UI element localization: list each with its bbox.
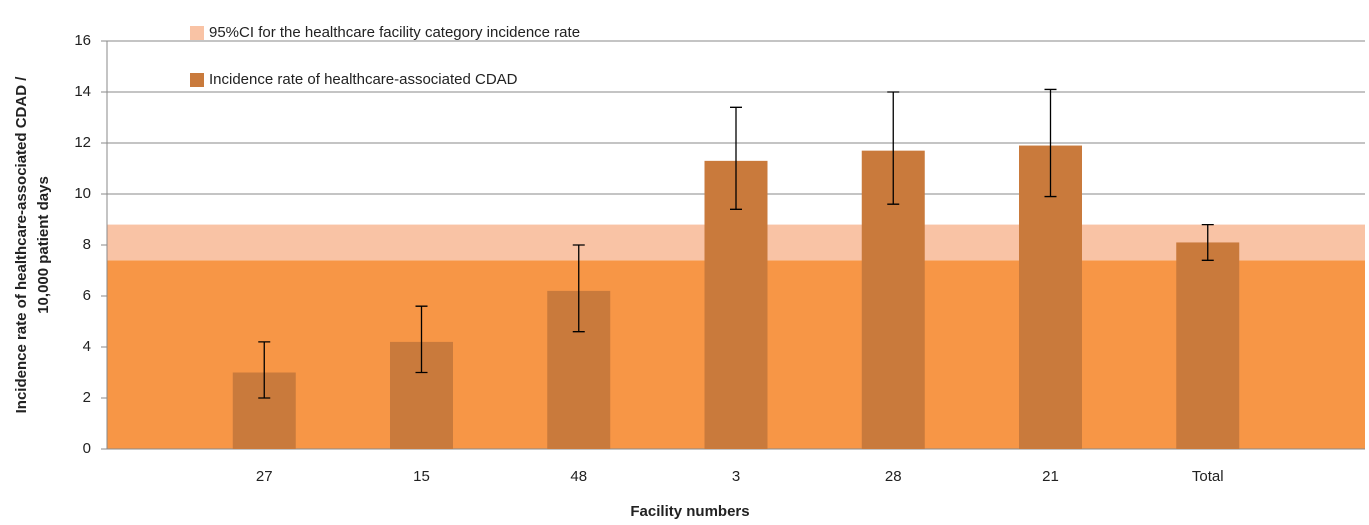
- y-tick-label: 14: [74, 83, 91, 100]
- x-tick-label: 28: [885, 468, 902, 485]
- y-tick-label: 2: [83, 389, 91, 406]
- y-tick-label: 0: [83, 440, 91, 457]
- y-tick-label: 16: [74, 32, 91, 49]
- bar: [1176, 242, 1240, 449]
- x-tick-label: 15: [413, 468, 430, 485]
- error-bar: [258, 341, 271, 399]
- x-tick-label: 48: [570, 468, 587, 485]
- error-bar: [887, 91, 900, 205]
- legend-swatch: [190, 26, 204, 40]
- error-bar: [1044, 88, 1057, 198]
- y-tick-label: 12: [74, 134, 91, 151]
- legend-label: 95%CI for the healthcare facility catego…: [209, 24, 580, 41]
- y-tick-label: 10: [74, 185, 91, 202]
- error-bar: [415, 305, 428, 374]
- legend-label: Incidence rate of healthcare-associated …: [209, 71, 518, 88]
- y-axis-label: 10,000 patient days: [35, 176, 52, 314]
- x-tick-label: 27: [256, 468, 273, 485]
- error-bar: [572, 244, 585, 333]
- x-axis-label: Facility numbers: [630, 503, 749, 520]
- x-tick-label: 3: [732, 468, 740, 485]
- y-axis-label: Incidence rate of healthcare-associated …: [13, 76, 30, 414]
- x-tick-label: Total: [1192, 468, 1224, 485]
- y-tick-label: 6: [83, 287, 91, 304]
- y-tick-label: 4: [83, 338, 91, 355]
- legend-swatch: [190, 73, 204, 87]
- error-bar: [1201, 223, 1214, 261]
- error-bar: [730, 106, 742, 210]
- x-tick-label: 21: [1042, 468, 1059, 485]
- y-tick-label: 8: [83, 236, 91, 253]
